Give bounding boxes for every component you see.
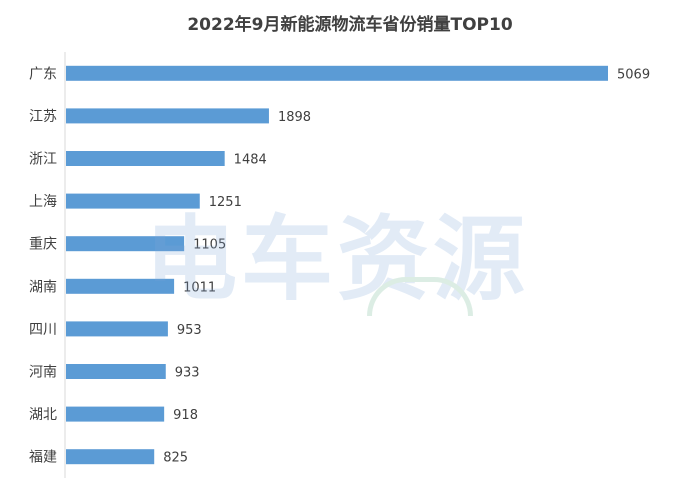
category-label: 浙江: [29, 152, 57, 168]
watermark-text: 电车资源: [145, 206, 530, 313]
category-label: 湖南: [29, 279, 57, 295]
bar: [66, 364, 166, 379]
data-label: 1105: [193, 238, 226, 253]
data-label: 825: [163, 451, 188, 466]
category-label: 四川: [29, 322, 57, 338]
category-label: 福建: [29, 450, 57, 466]
data-label: 1011: [183, 280, 216, 295]
category-label: 广东: [29, 66, 57, 82]
data-label: 933: [175, 366, 200, 381]
bar: [66, 406, 165, 422]
category-label: 江苏: [29, 109, 57, 125]
bar: [66, 236, 185, 252]
bar: [66, 151, 225, 166]
data-label: 953: [177, 323, 202, 338]
bar: [66, 108, 269, 124]
bar: [66, 321, 168, 337]
data-label: 5069: [617, 67, 650, 82]
category-label: 上海: [29, 194, 57, 210]
data-label: 1898: [278, 110, 311, 125]
chart-title: 2022年9月新能源物流车省份销量TOP10: [187, 15, 513, 35]
bar: [66, 65, 608, 81]
data-label: 1484: [234, 153, 267, 168]
bar: [66, 193, 200, 209]
category-label: 重庆: [29, 237, 57, 253]
data-label: 918: [173, 408, 198, 423]
bar: [66, 278, 175, 294]
watermark-logo: 电车资源: [145, 205, 585, 325]
category-label: 湖北: [29, 407, 57, 423]
bar: [66, 449, 155, 465]
category-label: 河南: [29, 365, 57, 381]
data-label: 1251: [209, 195, 242, 210]
